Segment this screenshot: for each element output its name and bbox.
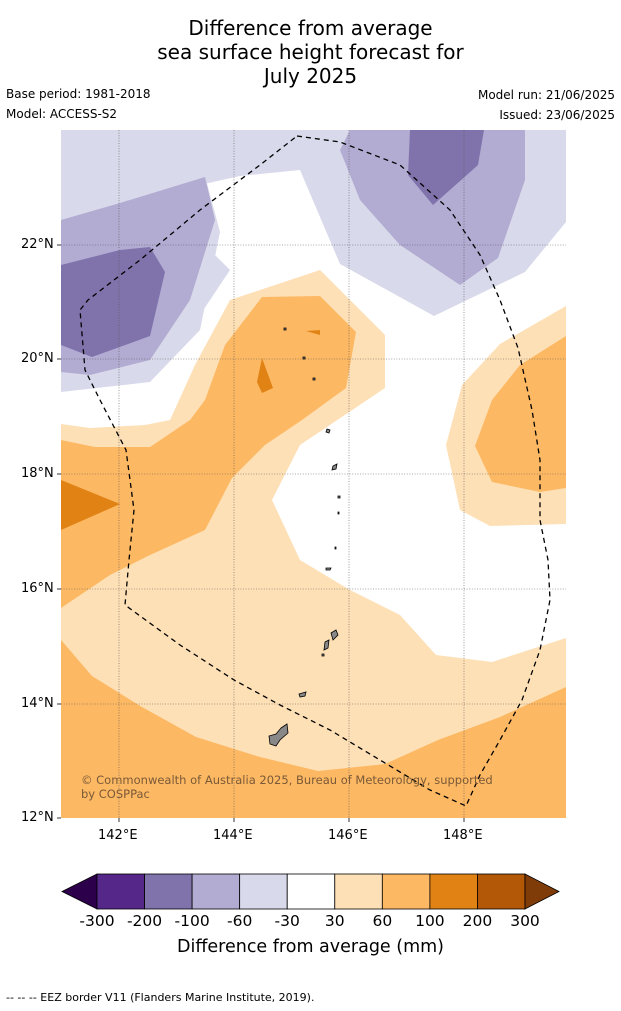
map-title: Difference from average sea surface heig… <box>0 16 621 88</box>
contour-orange-central <box>61 296 356 608</box>
colorbar-extend-high <box>524 873 560 910</box>
lat-label-22n: 22°N <box>21 237 54 252</box>
contour-pale-orange-main <box>61 270 566 818</box>
title-line-3: July 2025 <box>263 64 358 88</box>
colorbar-tick-label: 200 <box>462 912 493 930</box>
lon-label-148e: 148°E <box>443 828 483 843</box>
colorbar-tick-label: -200 <box>126 912 163 930</box>
colorbar-tick-label: -60 <box>226 912 253 930</box>
contour-dark-purple-w <box>61 247 165 357</box>
island-small9 <box>283 327 287 331</box>
island-small8 <box>302 356 306 360</box>
colorbar-tick-label: 100 <box>415 912 445 930</box>
colorbar <box>61 873 560 910</box>
island-guam <box>268 723 289 747</box>
contour-dark-orange-spot1 <box>257 358 273 393</box>
colorbar-tick-label: 300 <box>510 912 540 930</box>
lat-label-14n: 14°N <box>21 696 54 711</box>
copyright-line-2: by COSPPac <box>81 787 150 801</box>
colorbar-tick-label: -300 <box>79 912 115 930</box>
model-name: Model: ACCESS-S2 <box>6 107 118 121</box>
island-small5 <box>334 546 337 550</box>
island-tinian <box>323 639 330 651</box>
island-small10 <box>321 653 325 657</box>
eez-border <box>79 135 551 807</box>
island-small3 <box>325 567 332 571</box>
contour-mid-purple-ne <box>340 130 525 285</box>
island-small7 <box>312 377 316 381</box>
lat-label-12n: 12°N <box>21 810 54 825</box>
contour-dark-orange-spot2 <box>306 330 320 335</box>
colorbar-tick-label: -100 <box>174 912 210 930</box>
lon-label-142e: 142°E <box>98 828 138 843</box>
title-line-1: Difference from average <box>188 16 433 40</box>
island-rota <box>298 691 307 698</box>
copyright-line-1: © Commonwealth of Australia 2025, Bureau… <box>81 773 493 787</box>
colorbar-swatch <box>477 873 526 910</box>
island-saipan <box>330 629 339 641</box>
colorbar-tick-label: 30 <box>324 912 345 930</box>
island-small4 <box>337 495 341 499</box>
colorbar-swatch <box>429 873 478 910</box>
colorbar-swatch <box>191 873 241 910</box>
colorbar-swatch <box>144 873 193 910</box>
contour-orange-south <box>61 640 566 818</box>
lat-label-20n: 20°N <box>21 351 54 366</box>
lat-label-18n: 18°N <box>21 466 54 481</box>
copyright-notice: © Commonwealth of Australia 2025, Bureau… <box>81 773 493 801</box>
eez-footnote: -- -- -- EEZ border V11 (Flanders Marine… <box>6 991 315 1004</box>
lat-label-16n: 16°N <box>21 581 54 596</box>
colorbar-swatch <box>96 873 145 910</box>
lon-label-144e: 144°E <box>213 828 253 843</box>
colorbar-swatch <box>381 873 431 910</box>
island-small2 <box>331 463 338 471</box>
colorbar-title: Difference from average (mm) <box>176 937 445 957</box>
colorbar-swatch <box>286 873 336 910</box>
base-period: Base period: 1981-2018 <box>6 87 151 101</box>
contour-orange-east <box>475 336 566 492</box>
model-run: Model run: 21/06/2025 <box>477 88 615 102</box>
contour-dark-purple-ne <box>408 130 484 205</box>
colorbar-tick-label: -30 <box>274 912 300 930</box>
issued-date: Issued: 23/06/2025 <box>499 108 615 122</box>
lon-label-146e: 146°E <box>328 828 368 843</box>
colorbar-tick-label: 60 <box>372 912 393 930</box>
contour-dark-orange-w <box>61 480 120 530</box>
islands <box>268 327 341 747</box>
gridlines <box>61 130 566 818</box>
island-small6 <box>337 511 340 515</box>
island-small1 <box>325 428 331 434</box>
axis-ticks <box>57 244 465 822</box>
contour-layer <box>61 130 566 818</box>
colorbar-swatch <box>239 873 288 910</box>
title-line-2: sea surface height forecast for <box>157 40 464 64</box>
colorbar-swatch <box>334 873 383 910</box>
colorbar-extend-low <box>61 873 98 910</box>
